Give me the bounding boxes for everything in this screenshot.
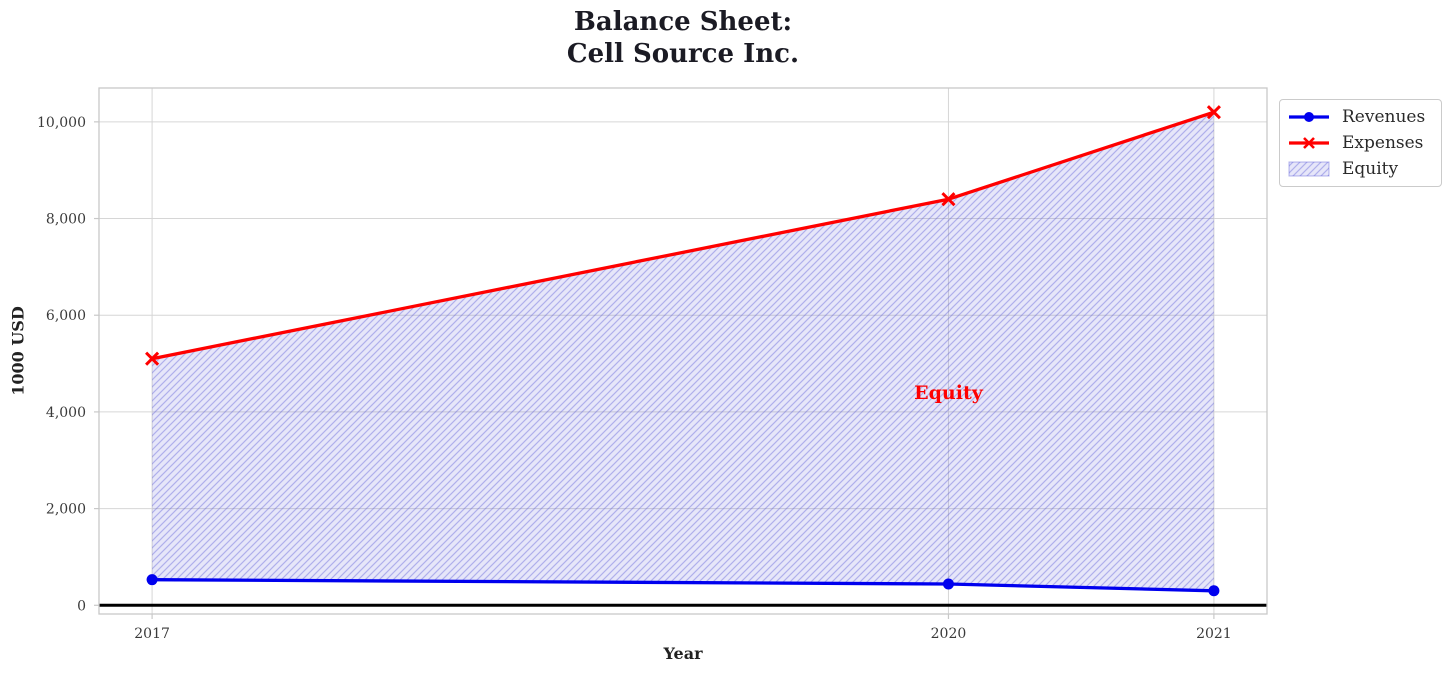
x-tick-label: 2020 <box>931 626 967 642</box>
legend: Revenues Expenses Equity <box>1279 99 1442 187</box>
marker-circle <box>1304 112 1314 122</box>
equity-area-hatch <box>152 112 1214 591</box>
marker-circle <box>1208 585 1220 597</box>
expenses-line-swatch-icon <box>1288 134 1330 152</box>
y-axis-label: 1000 USD <box>8 306 28 396</box>
y-tick-label: 0 <box>77 598 86 614</box>
chart-title-line2: Cell Source Inc. <box>566 39 800 69</box>
legend-swatch-svg <box>1289 137 1329 149</box>
marker-circle <box>146 574 158 586</box>
expenses-series <box>145 105 1221 366</box>
x-axis-label: Year <box>663 644 703 663</box>
marker-x <box>1206 105 1221 120</box>
chart-title-line1: Balance Sheet: <box>573 7 793 37</box>
y-tick-label: 8,000 <box>46 212 86 228</box>
y-tick-label: 2,000 <box>46 502 86 518</box>
revenues-series <box>146 574 1220 597</box>
legend-label-revenues: Revenues <box>1342 107 1426 127</box>
x-tick-label: 2021 <box>1196 626 1232 642</box>
legend-item-expenses: Expenses <box>1288 130 1433 156</box>
axes-spines <box>98 87 1268 615</box>
equity-annotation: Equity <box>914 381 983 404</box>
revenues-line-swatch-icon <box>1288 108 1330 126</box>
chart-title: Balance Sheet: Cell Source Inc. <box>99 6 1267 70</box>
legend-swatch-svg <box>1288 161 1330 177</box>
legend-label-equity: Equity <box>1342 159 1399 179</box>
marker-x <box>1303 137 1315 149</box>
y-tick-label: 4,000 <box>46 405 86 421</box>
marker-x <box>941 192 956 207</box>
legend-swatch-svg <box>1289 112 1329 122</box>
x-tick-label: 2017 <box>134 626 170 642</box>
legend-item-revenues: Revenues <box>1288 104 1433 130</box>
marker-x <box>145 351 160 366</box>
marker-circle <box>942 578 954 590</box>
legend-label-expenses: Expenses <box>1342 133 1424 153</box>
equity-patch-swatch-icon <box>1288 160 1330 178</box>
y-tick-label: 6,000 <box>46 308 86 324</box>
equity-patch-hatch <box>1289 162 1329 176</box>
legend-item-equity: Equity <box>1288 156 1433 182</box>
y-tick-label: 10,000 <box>37 115 86 131</box>
